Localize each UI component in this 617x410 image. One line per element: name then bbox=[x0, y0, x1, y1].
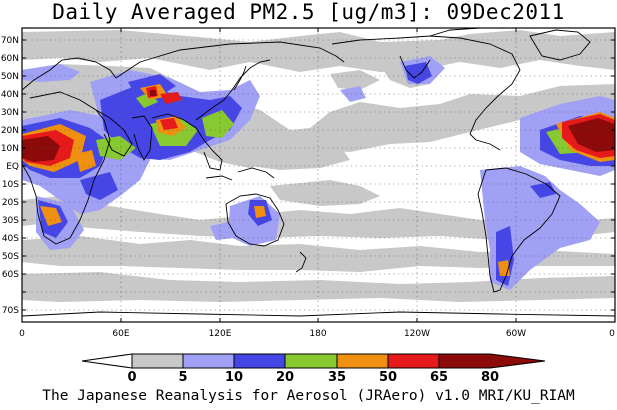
colorbar-seg-7 bbox=[438, 353, 546, 369]
lat-label-50n: 50N bbox=[1, 72, 19, 82]
lon-label-180: 180 bbox=[309, 329, 326, 339]
lat-label-10s: 10S bbox=[2, 180, 19, 190]
lat-label-20s: 20S bbox=[2, 198, 19, 208]
colorbar-label-80: 80 bbox=[481, 370, 499, 385]
lat-label-60n: 60N bbox=[1, 54, 19, 64]
colorbar-seg-1 bbox=[131, 353, 184, 369]
colorbar-seg-6 bbox=[387, 353, 440, 369]
colorbar bbox=[81, 353, 546, 369]
lat-label-30n: 30N bbox=[1, 108, 19, 118]
colorbar-seg-3 bbox=[233, 353, 286, 369]
lon-label-120e: 120E bbox=[209, 329, 232, 339]
colorbar-label-5: 5 bbox=[178, 370, 187, 385]
lon-label-60e: 60E bbox=[112, 329, 129, 339]
lat-label-eq: EQ bbox=[6, 162, 19, 172]
colorbar-seg-0 bbox=[81, 353, 133, 369]
colorbar-label-50: 50 bbox=[379, 370, 397, 385]
lat-labels: 70N 60N 50N 40N 30N 20N 10N EQ 10S 20S 3… bbox=[1, 36, 19, 316]
lon-labels: 0 60E 120E 180 120W 60W 0 bbox=[19, 329, 615, 339]
lon-label-120w: 120W bbox=[404, 329, 430, 339]
lat-label-70n: 70N bbox=[1, 36, 19, 46]
pm-band-darkred bbox=[22, 90, 615, 162]
colorbar-label-10: 10 bbox=[225, 370, 243, 385]
lat-label-10n: 10N bbox=[1, 144, 19, 154]
colorbar-seg-4 bbox=[284, 353, 338, 369]
lon-ticks bbox=[120, 28, 517, 322]
lat-label-50s: 50S bbox=[2, 252, 19, 262]
lat-label-40n: 40N bbox=[1, 90, 19, 100]
graticule bbox=[22, 28, 615, 322]
colorbar-seg-5 bbox=[336, 353, 389, 369]
credit-line: The Japanese Reanalysis for Aerosol (JRA… bbox=[42, 388, 575, 404]
lat-ticks bbox=[22, 39, 615, 311]
map-title: Daily Averaged PM2.5 [ug/m3]: 09Dec2011 bbox=[52, 0, 565, 24]
coastlines bbox=[22, 28, 615, 317]
colorbar-labels: 0 5 10 20 35 50 65 80 bbox=[127, 370, 499, 385]
lat-label-30s: 30S bbox=[2, 216, 19, 226]
colorbar-label-20: 20 bbox=[276, 370, 294, 385]
lon-label-0-left: 0 bbox=[19, 329, 25, 339]
colorbar-label-35: 35 bbox=[328, 370, 346, 385]
lat-label-40s: 40S bbox=[2, 234, 19, 244]
colorbar-label-65: 65 bbox=[430, 370, 448, 385]
map-area bbox=[22, 28, 615, 322]
lat-label-60s: 60S bbox=[2, 270, 19, 280]
lon-label-0-right: 0 bbox=[609, 329, 615, 339]
colorbar-label-0: 0 bbox=[127, 370, 136, 385]
lon-label-60w: 60W bbox=[506, 329, 526, 339]
lat-label-20n: 20N bbox=[1, 126, 19, 136]
lat-label-70s: 70S bbox=[2, 306, 19, 316]
colorbar-seg-2 bbox=[182, 353, 235, 369]
